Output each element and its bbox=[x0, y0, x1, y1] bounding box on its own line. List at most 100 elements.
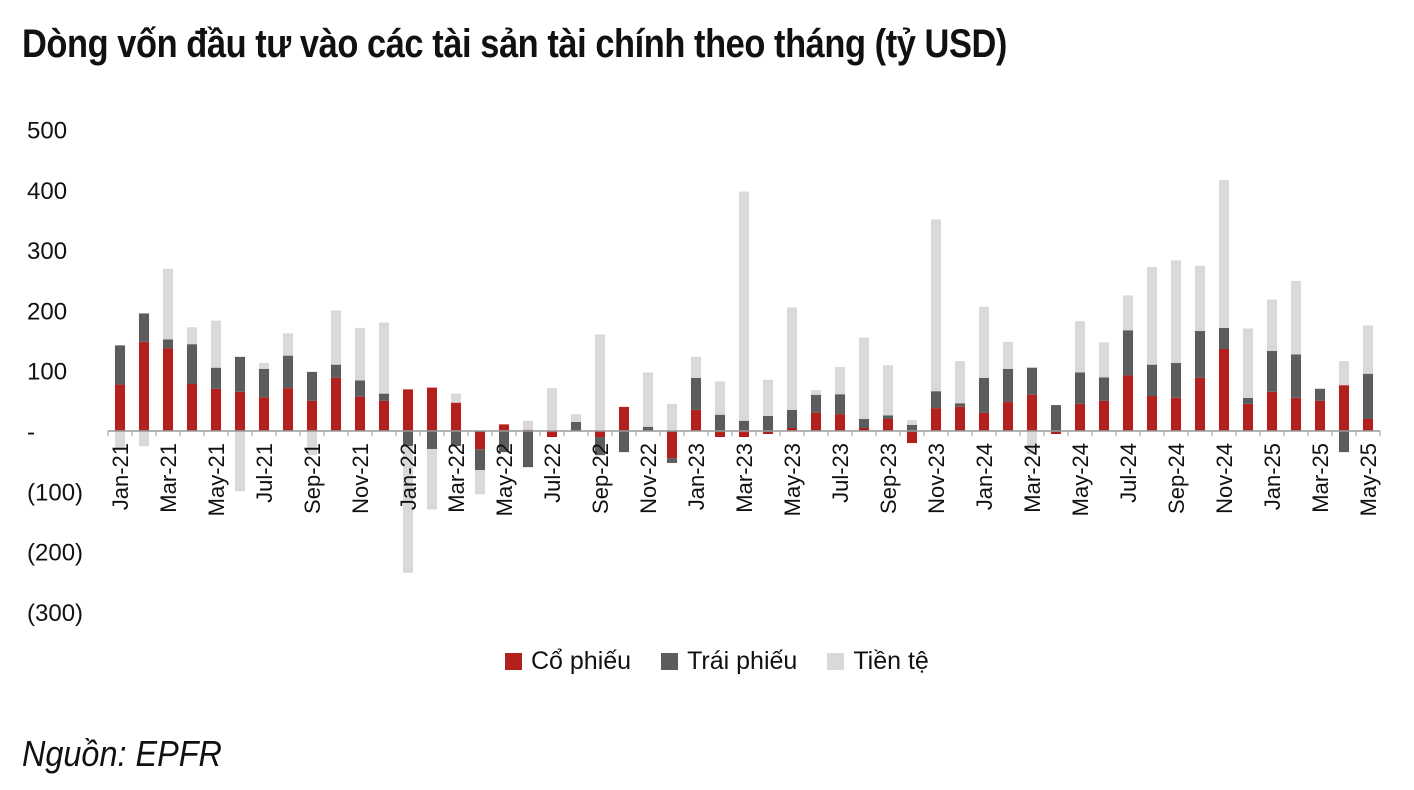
bar-currency-Dec-21 bbox=[378, 322, 390, 394]
x-tick-label: May-22 bbox=[492, 443, 517, 516]
bar-equity-May-23 bbox=[786, 427, 798, 431]
bar-equity-Apr-23 bbox=[762, 431, 774, 435]
y-axis: 500 400 300 200 100 - (100) (200) (300) bbox=[27, 118, 83, 627]
y-tick-label: (200) bbox=[27, 540, 83, 567]
legend-swatch-equity bbox=[505, 653, 522, 670]
bar-equity-Jan-23 bbox=[690, 409, 702, 431]
bar-currency-Sep-23 bbox=[882, 365, 894, 416]
bar-equity-Jan-21 bbox=[114, 384, 126, 431]
bar-equity-Jun-24 bbox=[1098, 400, 1110, 431]
bar-equity-Sep-24 bbox=[1170, 397, 1182, 431]
bar-bond-Nov-21 bbox=[354, 380, 366, 397]
bar-bond-Feb-24 bbox=[1002, 368, 1014, 403]
bar-bond-Jul-23 bbox=[834, 394, 846, 415]
bar-currency-Apr-22 bbox=[474, 470, 486, 495]
bar-bond-May-25 bbox=[1362, 373, 1374, 419]
bar-currency-Mar-21 bbox=[162, 268, 174, 340]
x-tick-label: May-23 bbox=[780, 443, 805, 516]
bar-equity-Jul-21 bbox=[258, 397, 270, 431]
bar-equity-Oct-24 bbox=[1194, 377, 1206, 431]
bar-bond-Sep-22 bbox=[594, 437, 606, 456]
bar-equity-Apr-22 bbox=[474, 431, 486, 450]
bar-bond-Apr-23 bbox=[762, 415, 774, 431]
x-tick-label: Nov-21 bbox=[348, 443, 373, 514]
x-tick-label: Mar-25 bbox=[1308, 443, 1333, 513]
bar-equity-Jun-21 bbox=[234, 391, 246, 432]
bar-equity-Dec-22 bbox=[666, 431, 678, 459]
bar-bond-Apr-25 bbox=[1338, 431, 1350, 453]
bar-currency-Feb-25 bbox=[1290, 280, 1302, 355]
bar-currency-Mar-22 bbox=[450, 393, 462, 403]
bar-currency-Jan-23 bbox=[690, 356, 702, 378]
bar-currency-Feb-24 bbox=[1002, 341, 1014, 369]
legend-label-currency: Tiền tệ bbox=[853, 647, 929, 675]
bar-bond-Apr-22 bbox=[474, 449, 486, 471]
x-axis: Jan-21 Mar-21 May-21 Jul-21 Sep-21 Nov-21 Jan-… bbox=[107, 430, 1381, 516]
bar-equity-Feb-21 bbox=[138, 341, 150, 431]
legend-swatch-currency bbox=[827, 653, 845, 670]
bar-equity-Jul-24 bbox=[1122, 375, 1134, 431]
y-tick-label: 400 bbox=[27, 178, 67, 205]
bar-currency-Oct-21 bbox=[330, 310, 342, 365]
y-tick-label: (100) bbox=[27, 479, 83, 506]
bar-equity-Feb-22 bbox=[426, 387, 438, 431]
bar-bond-Jan-25 bbox=[1266, 350, 1278, 392]
bar-equity-Jan-22 bbox=[402, 389, 414, 431]
bar-equity-Jan-24 bbox=[978, 412, 990, 431]
bar-currency-Oct-23 bbox=[906, 420, 918, 425]
x-tick-label: May-25 bbox=[1356, 443, 1381, 516]
x-tick-label: Sep-23 bbox=[876, 443, 901, 514]
bar-equity-Aug-24 bbox=[1146, 396, 1158, 431]
bar-currency-Oct-24 bbox=[1194, 265, 1206, 331]
x-tick-label: Mar-21 bbox=[156, 443, 181, 513]
y-tick-label: 300 bbox=[27, 238, 67, 265]
bar-bond-Apr-21 bbox=[186, 344, 198, 384]
bar-currency-Jun-22 bbox=[522, 420, 534, 430]
bar-equity-Sep-21 bbox=[306, 400, 318, 431]
bar-currency-Jan-21 bbox=[114, 431, 126, 450]
bar-equity-Apr-24 bbox=[1050, 431, 1062, 435]
x-tick-label: Nov-23 bbox=[924, 443, 949, 514]
bar-bond-Feb-22 bbox=[426, 431, 438, 450]
bar-bond-Nov-22 bbox=[642, 426, 654, 431]
bar-bond-Mar-22 bbox=[450, 431, 462, 447]
legend-item-equity: Cổ phiếu bbox=[505, 647, 631, 676]
bar-currency-Sep-24 bbox=[1170, 260, 1182, 363]
bar-currency-Jul-21 bbox=[258, 362, 270, 369]
bar-equity-Dec-24 bbox=[1242, 403, 1254, 431]
x-tick-label: Sep-21 bbox=[300, 443, 325, 514]
bar-bond-Jun-23 bbox=[810, 394, 822, 413]
legend-label-equity: Cổ phiếu bbox=[531, 647, 632, 675]
bar-bond-Apr-24 bbox=[1050, 405, 1062, 431]
bar-currency-Jun-21 bbox=[234, 431, 246, 492]
bar-bond-Dec-21 bbox=[378, 393, 390, 401]
y-tick-label: - bbox=[27, 419, 35, 446]
bar-equity-Mar-22 bbox=[450, 402, 462, 431]
bar-bond-Dec-23 bbox=[954, 403, 966, 407]
bar-equity-Jan-25 bbox=[1266, 391, 1278, 432]
bar-bond-Oct-23 bbox=[906, 424, 918, 431]
bar-equity-Mar-25 bbox=[1314, 400, 1326, 431]
bar-currency-Jul-22 bbox=[546, 388, 558, 431]
bar-equity-Oct-23 bbox=[906, 431, 918, 444]
bar-equity-Nov-21 bbox=[354, 396, 366, 431]
bar-equity-Feb-23 bbox=[714, 431, 726, 438]
x-tick-label: Mar-24 bbox=[1020, 443, 1045, 513]
bar-currency-Jun-23 bbox=[810, 390, 822, 395]
bar-bond-Aug-24 bbox=[1146, 364, 1158, 397]
x-tick-label: Jul-22 bbox=[540, 443, 565, 503]
legend-label-bond: Trái phiếu bbox=[687, 647, 798, 675]
bar-bond-Sep-24 bbox=[1170, 362, 1182, 398]
bar-bond-Feb-23 bbox=[714, 414, 726, 431]
x-tick-label: May-24 bbox=[1068, 443, 1093, 516]
y-tick-label: 100 bbox=[27, 359, 67, 386]
bar-bond-Oct-24 bbox=[1194, 330, 1206, 378]
legend: Cổ phiếu Trái phiếu Tiền tệ bbox=[505, 647, 959, 676]
bar-currency-Jan-22 bbox=[402, 446, 414, 573]
bar-bond-May-23 bbox=[786, 409, 798, 428]
bar-bond-May-24 bbox=[1074, 372, 1086, 404]
y-tick-label: 200 bbox=[27, 298, 67, 325]
bar-bond-Nov-24 bbox=[1218, 327, 1230, 349]
bar-bond-Jan-21 bbox=[114, 345, 126, 385]
